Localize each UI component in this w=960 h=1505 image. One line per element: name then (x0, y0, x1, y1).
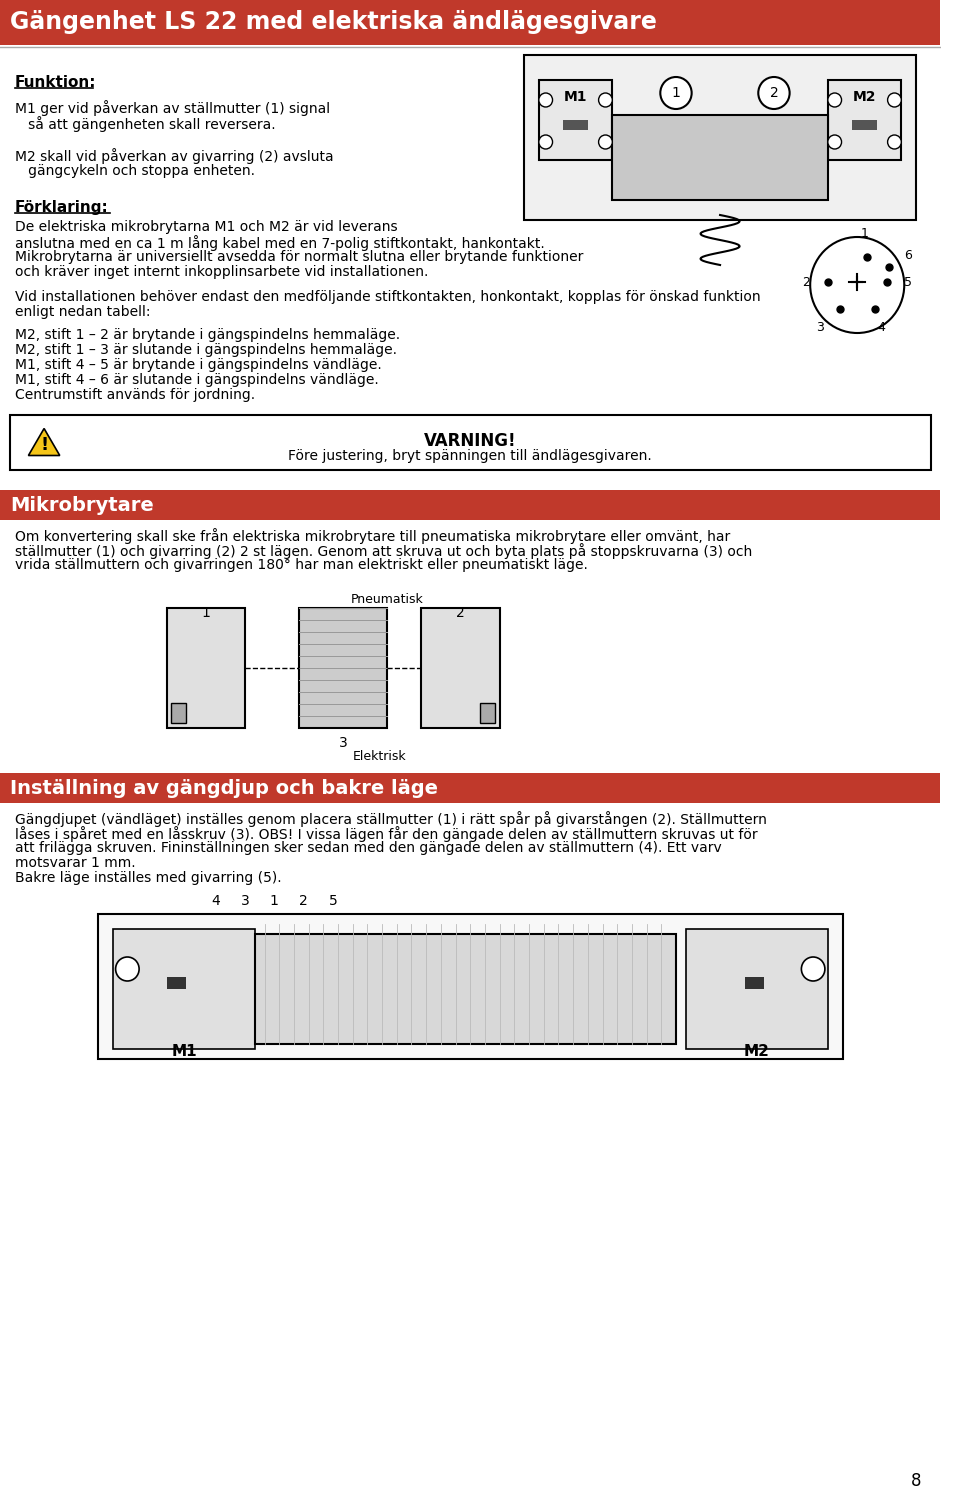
Text: De elektriska mikrobrytarna M1 och M2 är vid leverans: De elektriska mikrobrytarna M1 och M2 är… (14, 220, 397, 233)
Text: Funktion:: Funktion: (14, 75, 96, 90)
Bar (480, 703, 494, 722)
Text: Mikrobrytare: Mikrobrytare (10, 495, 154, 515)
Bar (299, 608, 387, 728)
Text: 4: 4 (877, 321, 886, 334)
Text: 2: 2 (770, 86, 779, 99)
Text: 6: 6 (904, 248, 912, 262)
Circle shape (758, 77, 790, 108)
Text: 5: 5 (904, 275, 912, 289)
Text: Vid installationen behöver endast den medföljande stiftkontakten, honkontakt, ko: Vid installationen behöver endast den me… (14, 290, 760, 304)
Text: ställmutter (1) och givarring (2) 2 st lägen. Genom att skruva ut och byta plats: ställmutter (1) och givarring (2) 2 st l… (14, 543, 752, 558)
Text: M1 ger vid påverkan av ställmutter (1) signal: M1 ger vid påverkan av ställmutter (1) s… (14, 99, 330, 116)
Text: M1, stift 4 – 6 är slutande i gängspindelns vändläge.: M1, stift 4 – 6 är slutande i gängspinde… (14, 373, 378, 387)
Text: Mikrobrytarna är universiellt avsedda för normalt slutna eller brytande funktion: Mikrobrytarna är universiellt avsedda fö… (14, 250, 583, 263)
Text: M1: M1 (564, 90, 587, 104)
Text: och kräver inget internt inkopplinsarbete vid installationen.: och kräver inget internt inkopplinsarbet… (14, 265, 428, 278)
Text: 1: 1 (202, 607, 210, 620)
Text: 5: 5 (328, 894, 338, 908)
Text: Förklaring:: Förklaring: (14, 200, 108, 215)
Bar (685, 929, 828, 1049)
Text: Gängdjupet (vändläget) inställes genom placera ställmutter (1) i rätt spår på gi: Gängdjupet (vändläget) inställes genom p… (14, 811, 767, 826)
Bar (0, 0, 941, 45)
Text: M1: M1 (172, 1044, 197, 1060)
Circle shape (828, 93, 842, 107)
Circle shape (828, 135, 842, 149)
Text: 3: 3 (339, 736, 348, 749)
Text: Centrumstift används för jordning.: Centrumstift används för jordning. (14, 388, 254, 402)
Bar (539, 80, 612, 160)
Circle shape (599, 135, 612, 149)
Text: 3: 3 (241, 894, 250, 908)
Text: M1, stift 4 – 5 är brytande i gängspindelns vändläge.: M1, stift 4 – 5 är brytande i gängspinde… (14, 358, 381, 372)
Text: Före justering, bryt spänningen till ändlägesgivaren.: Före justering, bryt spänningen till änd… (288, 448, 652, 464)
Bar (10, 415, 930, 470)
Bar (0, 491, 941, 521)
Bar (612, 114, 828, 200)
Polygon shape (29, 429, 60, 456)
Bar (828, 80, 901, 160)
Text: Inställning av gängdjup och bakre läge: Inställning av gängdjup och bakre läge (10, 778, 438, 798)
Circle shape (802, 957, 825, 981)
Text: gängcykeln och stoppa enheten.: gängcykeln och stoppa enheten. (14, 164, 254, 178)
Circle shape (660, 77, 691, 108)
Bar (112, 929, 254, 1049)
Bar (166, 977, 186, 989)
Circle shape (888, 93, 901, 107)
Text: M2, stift 1 – 3 är slutande i gängspindelns hemmaläge.: M2, stift 1 – 3 är slutande i gängspinde… (14, 343, 396, 357)
Circle shape (599, 93, 612, 107)
Text: Bakre läge inställes med givarring (5).: Bakre läge inställes med givarring (5). (14, 871, 281, 885)
Text: så att gängenheten skall reversera.: så att gängenheten skall reversera. (14, 116, 276, 132)
Circle shape (115, 957, 139, 981)
Text: VARNING!: VARNING! (424, 432, 516, 450)
Circle shape (539, 135, 553, 149)
Bar (172, 703, 186, 722)
Text: Pneumatisk: Pneumatisk (350, 593, 423, 607)
Text: anslutna med en ca 1 m lång kabel med en 7-polig stiftkontakt, hankontakt.: anslutna med en ca 1 m lång kabel med en… (14, 235, 544, 251)
Text: 2: 2 (803, 275, 810, 289)
Circle shape (810, 236, 904, 333)
Text: 8: 8 (910, 1472, 921, 1490)
Bar (852, 120, 876, 129)
Text: Elektrisk: Elektrisk (352, 749, 406, 763)
Text: 2: 2 (456, 607, 465, 620)
Text: 2: 2 (300, 894, 308, 908)
Bar (166, 608, 245, 728)
Bar (0, 774, 941, 804)
Circle shape (539, 93, 553, 107)
Text: 1: 1 (861, 226, 869, 239)
Text: enligt nedan tabell:: enligt nedan tabell: (14, 306, 150, 319)
Text: vrida ställmuttern och givarringen 180° har man elektriskt eller pneumatiskt läg: vrida ställmuttern och givarringen 180° … (14, 558, 588, 572)
Bar (745, 977, 764, 989)
Text: Om konvertering skall ske från elektriska mikrobrytare till pneumatiska mikrobry: Om konvertering skall ske från elektrisk… (14, 528, 730, 543)
Text: att frilägga skruven. Fininställningen sker sedan med den gängade delen av ställ: att frilägga skruven. Fininställningen s… (14, 841, 722, 855)
Text: låses i spåret med en låsskruv (3). OBS! I vissa lägen får den gängade delen av : låses i spåret med en låsskruv (3). OBS!… (14, 826, 757, 841)
Bar (98, 914, 843, 1060)
Bar (524, 56, 916, 220)
Text: !: ! (40, 435, 48, 453)
Text: 1: 1 (672, 86, 681, 99)
Text: M2 skall vid påverkan av givarring (2) avsluta: M2 skall vid påverkan av givarring (2) a… (14, 147, 333, 164)
Bar (254, 935, 676, 1044)
Text: 4: 4 (211, 894, 220, 908)
Text: Gängenhet LS 22 med elektriska ändlägesgivare: Gängenhet LS 22 med elektriska ändlägesg… (10, 11, 657, 35)
Bar (421, 608, 499, 728)
Text: M2: M2 (852, 90, 876, 104)
Text: M2, stift 1 – 2 är brytande i gängspindelns hemmaläge.: M2, stift 1 – 2 är brytande i gängspinde… (14, 328, 399, 342)
Text: 3: 3 (816, 321, 824, 334)
Text: motsvarar 1 mm.: motsvarar 1 mm. (14, 856, 135, 870)
Text: 1: 1 (270, 894, 278, 908)
Circle shape (888, 135, 901, 149)
Text: M2: M2 (743, 1044, 769, 1060)
Bar (564, 120, 588, 129)
